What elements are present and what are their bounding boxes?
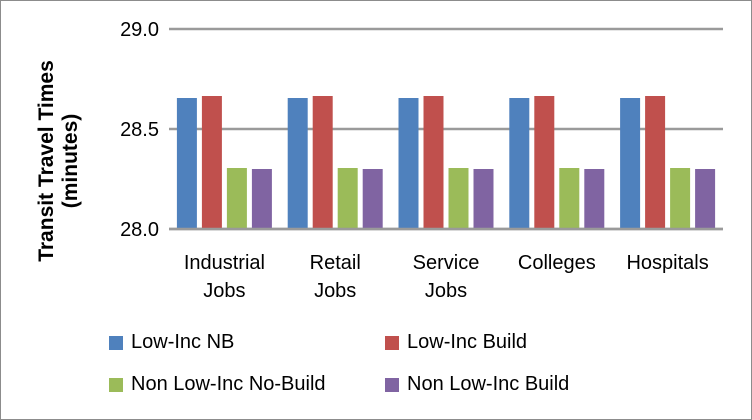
legend-swatch	[385, 377, 399, 392]
legend-label: Low-Inc NB	[131, 331, 235, 353]
y-tick-label: 28.5	[120, 119, 159, 141]
legend-label: Non Low-Inc Build	[407, 373, 570, 395]
bar	[312, 96, 333, 229]
bar	[201, 96, 222, 229]
bar	[226, 168, 247, 229]
legend-item: Low-Inc NB	[109, 331, 234, 354]
legend-item: Non Low-Inc No-Build	[109, 373, 326, 396]
legend-label: Non Low-Inc No-Build	[131, 373, 326, 395]
bar	[287, 98, 308, 229]
bar	[584, 169, 605, 229]
y-axis-label-line: (minutes)	[59, 114, 82, 209]
bar	[448, 168, 469, 229]
bar	[337, 168, 358, 229]
bar	[176, 98, 197, 229]
bar	[559, 168, 580, 229]
legend-label: Low-Inc Build	[407, 331, 528, 353]
legend-swatch	[109, 335, 123, 350]
y-tick-label: 29.0	[120, 19, 159, 41]
bar	[695, 169, 716, 229]
x-tick-label: Jobs	[314, 280, 356, 302]
bar	[620, 98, 641, 229]
bar	[473, 169, 494, 229]
x-tick-label: Jobs	[203, 280, 245, 302]
x-tick-label: Colleges	[518, 252, 596, 274]
x-tick-label: Industrial	[184, 252, 265, 274]
bar	[398, 98, 419, 229]
legend-swatch	[385, 335, 399, 350]
bar	[645, 96, 666, 229]
bar	[423, 96, 444, 229]
legend-item: Non Low-Inc Build	[385, 373, 569, 396]
bar	[362, 169, 383, 229]
bar	[670, 168, 691, 229]
bar	[509, 98, 530, 229]
x-tick-label: Jobs	[425, 280, 467, 302]
y-axis-label-line: Transit Travel Times	[35, 60, 58, 262]
x-tick-label: Hospitals	[626, 252, 708, 274]
bar	[534, 96, 555, 229]
x-tick-label: Retail	[310, 252, 361, 274]
y-tick-label: 28.0	[120, 219, 159, 241]
legend-item: Low-Inc Build	[385, 331, 527, 354]
legend-swatch	[109, 377, 123, 392]
bar	[251, 169, 272, 229]
x-tick-label: Service	[413, 252, 480, 274]
